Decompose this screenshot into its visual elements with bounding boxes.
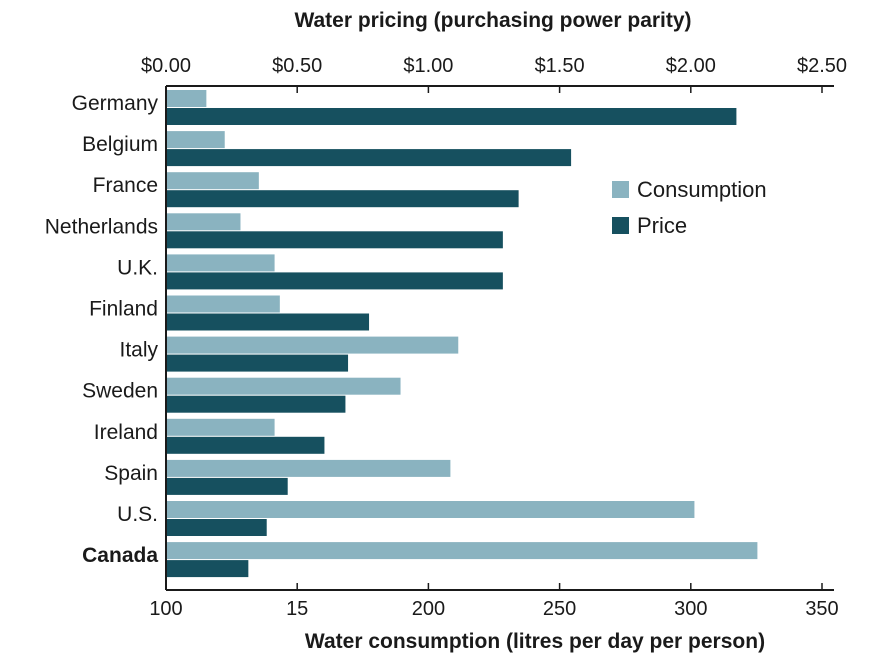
legend-swatch — [612, 217, 629, 234]
price-bar — [167, 231, 503, 249]
price-bar — [167, 519, 267, 536]
category-label: U.K. — [117, 256, 158, 279]
top-axis-title: Water pricing (purchasing power parity) — [294, 9, 691, 32]
legend-label: Consumption — [637, 177, 767, 202]
consumption-bar — [167, 254, 275, 272]
consumption-bar — [167, 459, 451, 477]
category-label: Ireland — [94, 421, 158, 444]
legend-swatch — [612, 181, 629, 198]
consumption-bar — [167, 131, 225, 149]
legend: Consumption Price — [612, 177, 767, 238]
price-bar — [167, 395, 346, 413]
bottom-tick-label: 300 — [674, 598, 707, 620]
price-bar — [167, 436, 325, 454]
price-bar — [167, 354, 349, 372]
top-axis-ticks: $0.00 $0.50 $1.00 $1.50 $2.00 $2.50 — [141, 55, 847, 93]
bottom-axis-title: Water consumption (litres per day per pe… — [305, 630, 765, 653]
legend-label: Price — [637, 213, 687, 238]
category-labels: Germany Belgium France Netherlands U.K. Finla… — [45, 92, 159, 567]
bottom-tick-label: 100 — [149, 598, 182, 620]
top-tick-label: $1.00 — [403, 55, 453, 77]
consumption-bar — [167, 172, 259, 190]
category-label: Germany — [72, 92, 159, 115]
price-bar — [167, 272, 503, 290]
bottom-tick-label: 350 — [805, 598, 838, 620]
consumption-bar — [167, 501, 695, 518]
consumption-bar — [167, 542, 758, 560]
category-label: Spain — [104, 462, 158, 485]
category-label: Belgium — [82, 133, 158, 156]
category-label: U.S. — [117, 503, 158, 526]
category-label: Finland — [89, 298, 158, 321]
top-tick-label: $0.00 — [141, 55, 191, 77]
category-label: Netherlands — [45, 215, 158, 238]
consumption-bar — [167, 90, 207, 107]
bottom-tick-label: 15 — [286, 598, 308, 620]
consumption-bar — [167, 295, 280, 313]
bottom-tick-label: 250 — [543, 598, 576, 620]
price-bar — [167, 190, 519, 208]
price-bar — [167, 149, 572, 167]
consumption-bar — [167, 336, 459, 354]
bottom-tick-label: 200 — [412, 598, 445, 620]
consumption-bar — [167, 213, 241, 231]
top-tick-label: $2.50 — [797, 55, 847, 77]
category-label: France — [93, 174, 158, 197]
price-bar — [167, 560, 249, 578]
top-tick-label: $1.50 — [535, 55, 585, 77]
consumption-bar — [167, 418, 275, 436]
price-bar — [167, 477, 288, 495]
consumption-bar — [167, 377, 401, 395]
category-label: Canada — [82, 544, 158, 567]
bar-series — [167, 90, 758, 578]
bottom-axis-ticks: 100 15 200 250 300 350 — [149, 583, 839, 620]
top-tick-label: $0.50 — [272, 55, 322, 77]
price-bar — [167, 108, 737, 125]
category-label: Italy — [119, 339, 158, 362]
category-label: Sweden — [82, 380, 158, 403]
top-tick-label: $2.00 — [666, 55, 716, 77]
price-bar — [167, 313, 370, 331]
